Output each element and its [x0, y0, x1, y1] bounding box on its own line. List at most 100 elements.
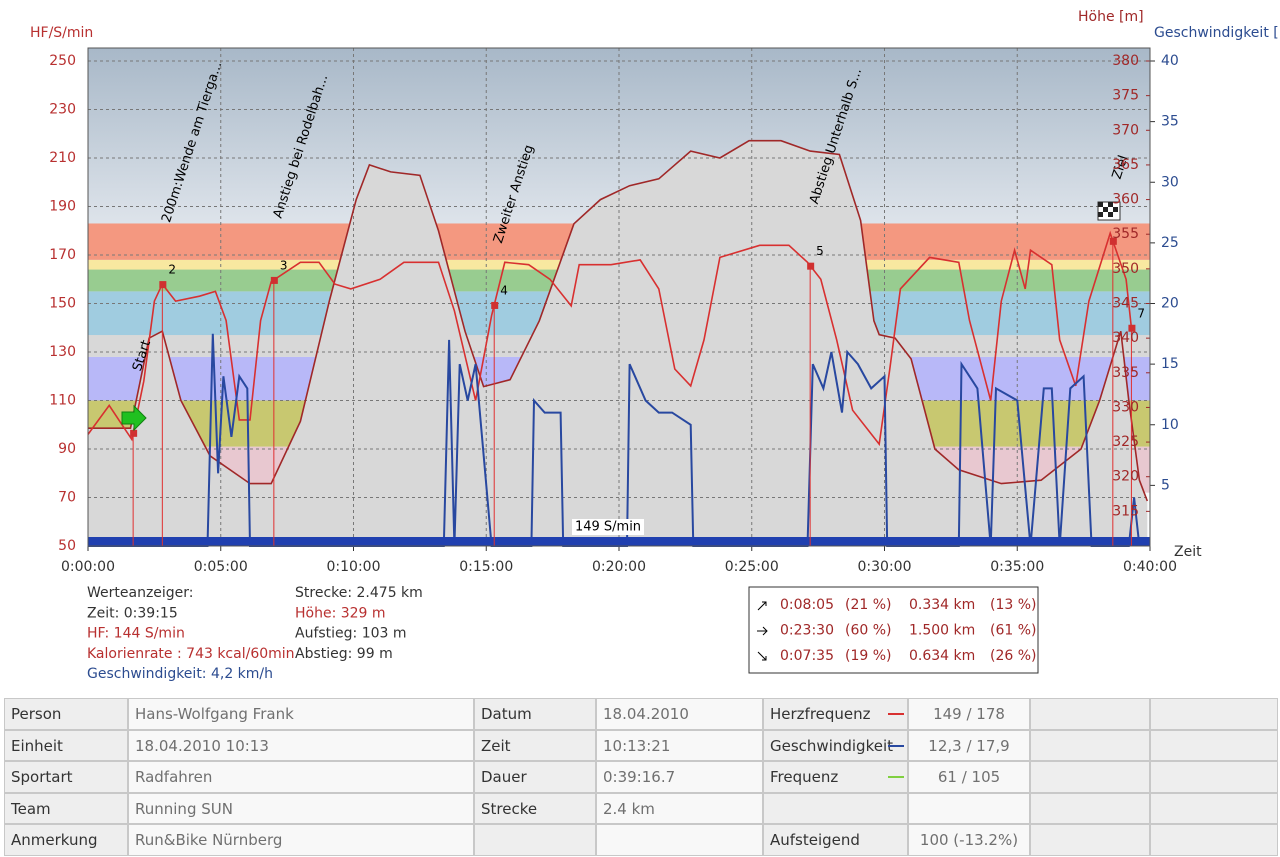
cell-text: 12,3 / 17,9 — [928, 736, 1010, 755]
table-cell: Datum — [474, 698, 596, 730]
x-tick-label: 0:15:00 — [459, 559, 513, 575]
info-line: Abstieg: 99 m — [295, 646, 393, 662]
y-tick-label: 190 — [49, 199, 76, 215]
info-line: Aufstieg: 103 m — [295, 626, 407, 642]
y2-tick-label: 375 — [1112, 88, 1139, 104]
marker-point — [130, 429, 138, 437]
table-cell — [1150, 729, 1278, 761]
cell-text: Person — [11, 705, 62, 723]
x-tick-label: 0:30:00 — [858, 559, 912, 575]
x-title: Zeit — [1174, 544, 1202, 560]
cell-text: 61 / 105 — [937, 768, 1001, 786]
cell-text: Dauer — [481, 768, 527, 786]
cell-text: Radfahren — [135, 768, 213, 786]
table-cell: Geschwindigkeit — [763, 729, 908, 761]
stats-cell: (26 %) — [990, 648, 1037, 664]
cell-text: 100 (-13.2%) — [919, 831, 1019, 849]
y2-tick-label: 340 — [1112, 330, 1139, 346]
table-cell: Run&Bike Nürnberg — [128, 824, 474, 856]
y3-tick-label: 5 — [1161, 477, 1170, 493]
y2-tick-label: 325 — [1112, 434, 1139, 450]
y3-tick-label: 15 — [1161, 356, 1179, 372]
y-tick-label: 150 — [49, 296, 76, 312]
cell-text: Running SUN — [135, 799, 233, 818]
y2-tick-label: 355 — [1112, 226, 1139, 242]
stats-cell: 0.634 km — [909, 648, 975, 664]
marker-point — [491, 301, 499, 309]
y2-tick-label: 345 — [1112, 296, 1139, 312]
cell-text: Team — [11, 799, 51, 818]
table-cell: Zeit — [474, 729, 596, 761]
y3-tick-label: 25 — [1161, 235, 1179, 251]
legend-line — [888, 744, 904, 747]
info-line: Kalorienrate : 743 kcal/60min — [87, 646, 295, 662]
y-tick-label: 170 — [49, 247, 76, 263]
info-line: Zeit: 0:39:15 — [87, 605, 178, 621]
x-tick-label: 0:25:00 — [725, 559, 779, 575]
table-cell: Person — [4, 698, 128, 730]
plot-frame — [87, 47, 1151, 547]
cell-text: 0:39:16.7 — [603, 768, 676, 786]
marker-number: 3 — [280, 258, 288, 272]
table-cell — [1030, 761, 1150, 793]
y-tick-label: 110 — [49, 393, 76, 409]
y2-tick-label: 320 — [1112, 469, 1139, 485]
y2-tick-label: 370 — [1112, 122, 1139, 138]
stats-cell: (19 %) — [845, 648, 892, 664]
y-tick-label: 130 — [49, 344, 76, 360]
table-cell: 61 / 105 — [908, 761, 1030, 793]
y2-tick-label: 315 — [1112, 503, 1139, 519]
cell-text: 18.04.2010 — [603, 705, 689, 723]
table-cell — [474, 824, 596, 856]
marker-number: 4 — [500, 283, 508, 297]
cell-text: 18.04.2010 10:13 — [135, 736, 269, 755]
marker-number: 2 — [168, 263, 176, 277]
cell-text: Aufsteigend — [770, 831, 860, 849]
average-bar — [88, 537, 1150, 546]
start-arrow — [121, 404, 147, 432]
stats-cell: (61 %) — [990, 623, 1037, 639]
table-cell — [1030, 729, 1150, 761]
marker-label: Ziel — [1110, 154, 1132, 182]
info-line: HF: 144 S/min — [87, 626, 185, 642]
stats-cell: 0:08:05 — [780, 597, 834, 613]
x-tick-label: 0:05:00 — [194, 559, 248, 575]
table-cell: Radfahren — [128, 761, 474, 793]
table-cell: Anmerkung — [4, 824, 128, 856]
marker-point — [270, 276, 278, 284]
trend-arrow — [757, 651, 767, 661]
x-tick-label: 0:35:00 — [990, 559, 1044, 575]
info-line: Geschwindigkeit: 4,2 km/h — [87, 666, 273, 682]
cell-text: Hans-Wolfgang Frank — [135, 705, 294, 723]
y-title: HF/S/min — [30, 25, 93, 41]
table-cell — [596, 824, 763, 856]
x-tick-label: 0:20:00 — [592, 559, 646, 575]
stats-cell: 0:07:35 — [780, 648, 834, 664]
average-label-bg — [572, 519, 644, 535]
trend-arrow — [757, 626, 768, 636]
cell-text: Herzfrequenz — [770, 705, 871, 723]
series-line — [88, 139, 1149, 502]
table-cell: Frequenz — [763, 761, 908, 793]
marker-point — [807, 262, 815, 270]
table-cell — [1150, 698, 1278, 730]
x-tick-label: 0:00:00 — [61, 559, 115, 575]
table-cell: Herzfrequenz — [763, 698, 908, 730]
y-tick-label: 230 — [49, 102, 76, 118]
table-cell: Running SUN — [128, 792, 474, 824]
table-cell — [1150, 761, 1278, 793]
table-cell — [1150, 824, 1278, 856]
marker-point — [1128, 324, 1136, 332]
table-cell: 18.04.2010 — [596, 698, 763, 730]
table-cell: Team — [4, 792, 128, 824]
cell-text: 10:13:21 — [603, 736, 671, 755]
cell-text: 2.4 km — [603, 799, 655, 818]
table-cell — [763, 792, 908, 824]
y2-tick-label: 330 — [1112, 399, 1139, 415]
y2-tick-label: 335 — [1112, 365, 1139, 381]
cell-text: Sportart — [11, 768, 73, 786]
legend-line — [888, 713, 904, 715]
y3-title: Geschwindigkeit [ — [1154, 25, 1279, 41]
